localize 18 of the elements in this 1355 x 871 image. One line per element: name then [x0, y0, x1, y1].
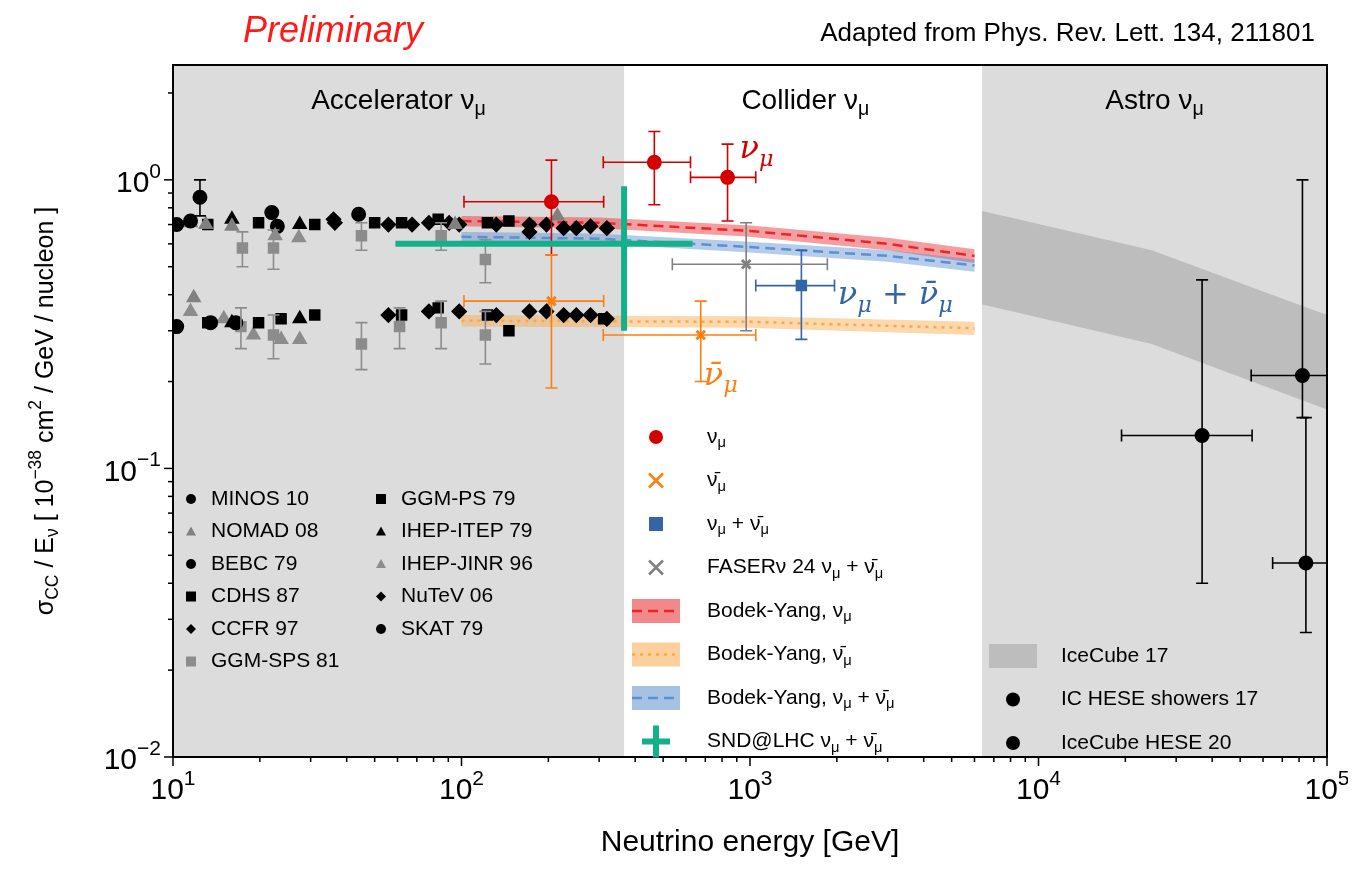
- legend-label: IHEP-JINR 96: [401, 550, 533, 574]
- legend-label: MINOS 10: [211, 485, 310, 509]
- legend-label: SKAT 79: [401, 615, 484, 639]
- legend-label: GGM-SPS 81: [211, 648, 340, 672]
- legend-label: IceCube 17: [1061, 642, 1169, 666]
- legend-label: IceCube HESE 20: [1061, 729, 1232, 753]
- legend-label: BEBC 79: [211, 550, 298, 574]
- text: σCC / Eν [ 10−38 cm2 / GeV / nucleon ]: [24, 206, 63, 616]
- legend-label: IC HESE showers 17: [1061, 686, 1259, 710]
- x-axis-title: Neutrino energy [GeV]: [600, 824, 900, 858]
- legend-label: NuTeV 06: [401, 583, 494, 607]
- chart-title: Preliminary: [242, 9, 426, 51]
- legend-label: IHEP-ITEP 79: [401, 518, 533, 542]
- legend-label: CCFR 97: [211, 615, 299, 639]
- text: Adapted from Phys. Rev. Lett. 134, 211801: [820, 17, 1316, 48]
- legend-label: GGM-PS 79: [401, 485, 516, 509]
- legend-label: NOMAD 08: [211, 518, 319, 542]
- legend-label: CDHS 87: [211, 583, 300, 607]
